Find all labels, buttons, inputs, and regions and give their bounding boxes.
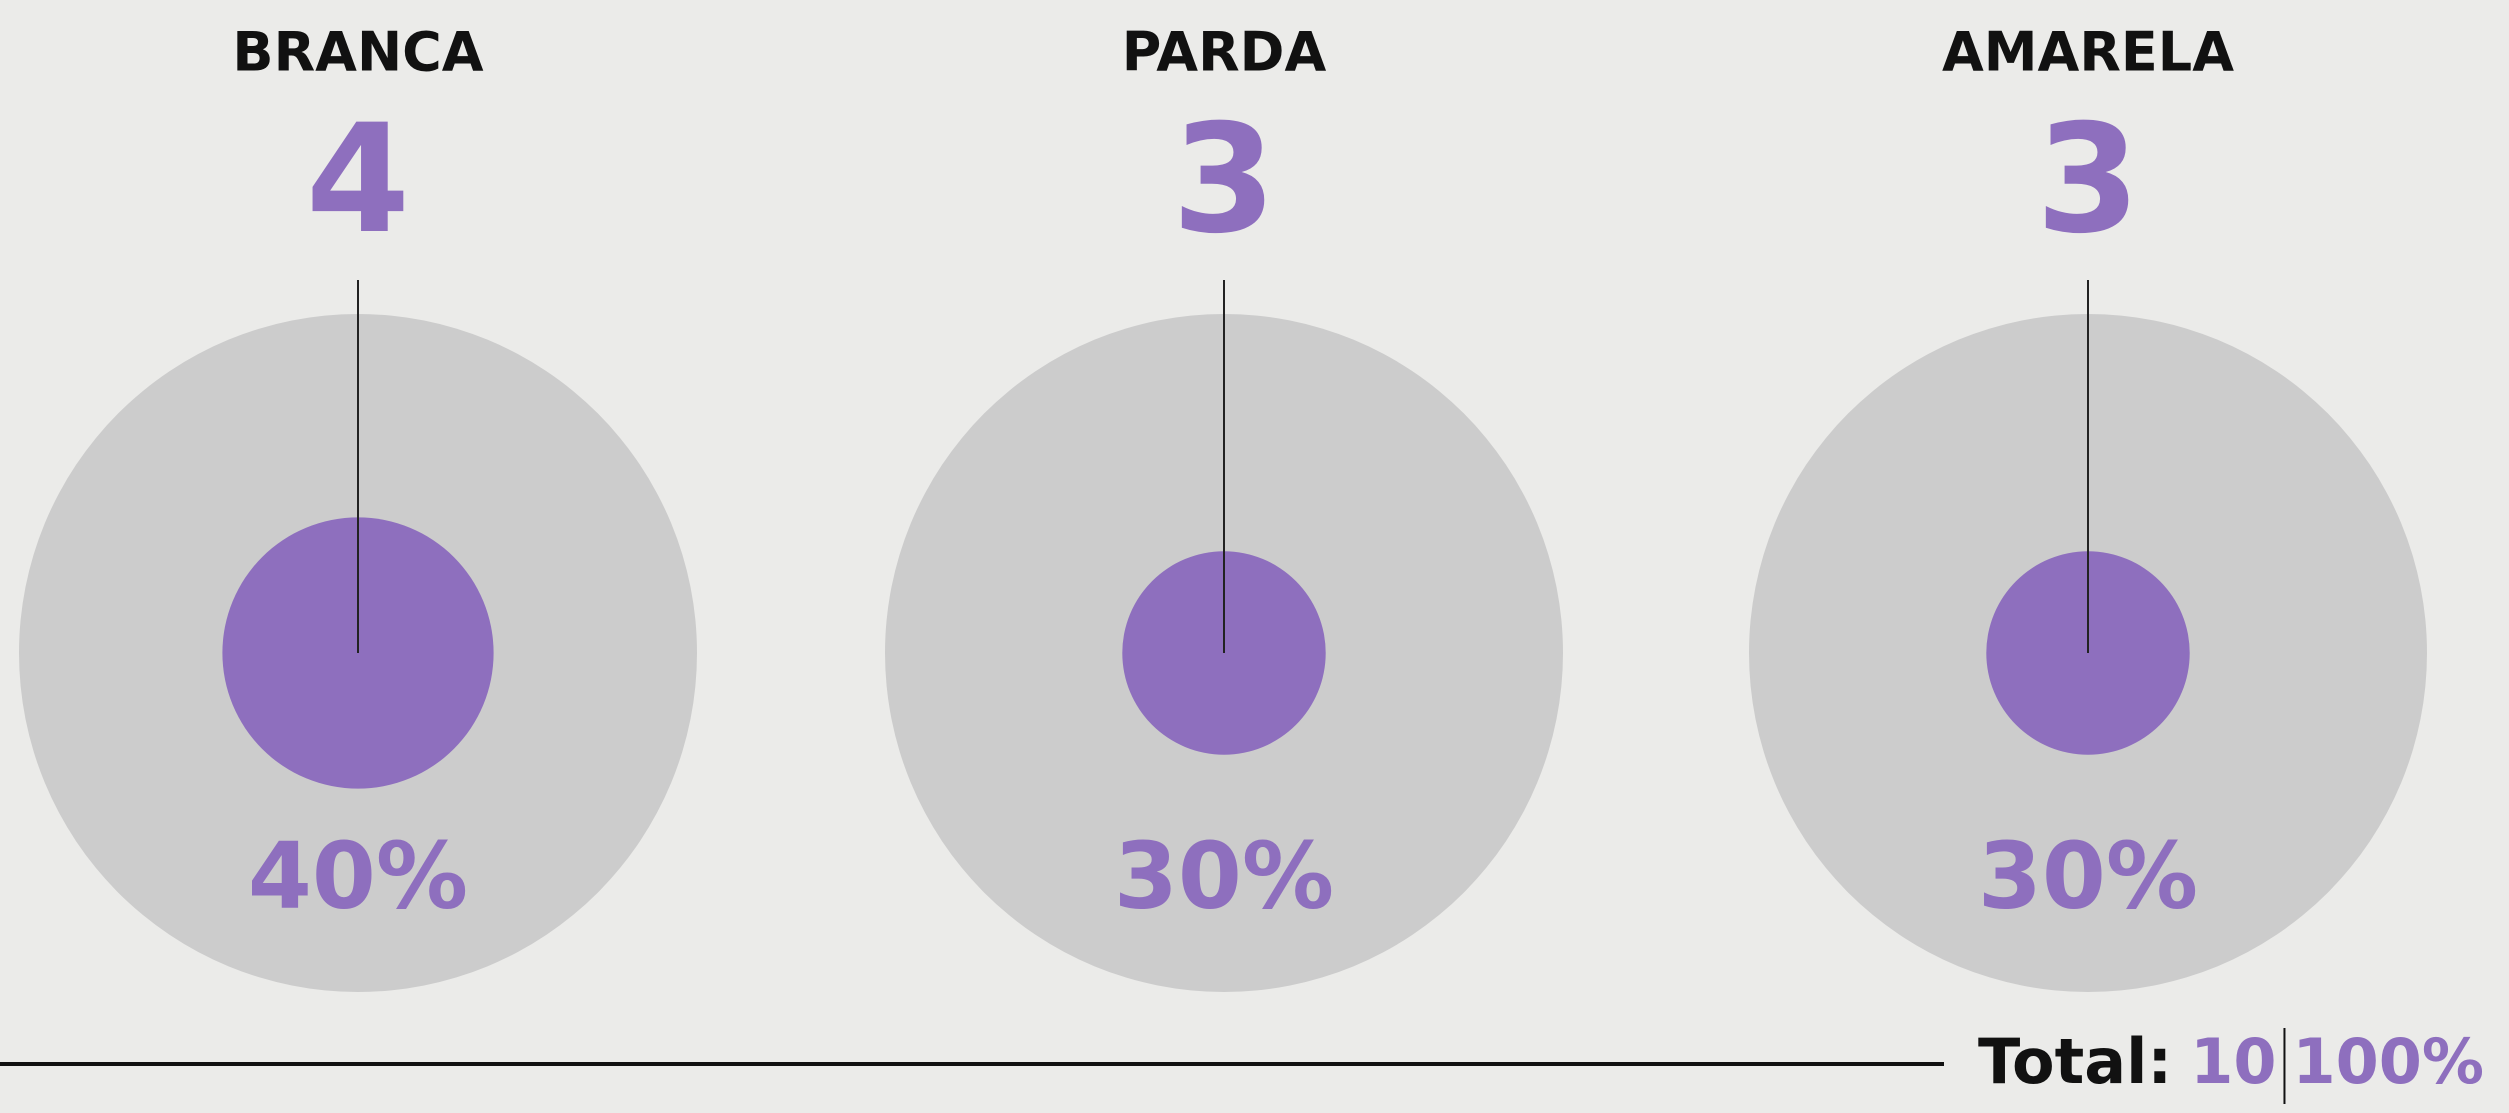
percent-label: 40%	[248, 822, 468, 929]
total-value: 10	[2190, 1025, 2276, 1098]
total-percent: 100%	[2292, 1025, 2484, 1098]
category-label: BRANCA	[232, 21, 483, 84]
category-label: PARDA	[1122, 21, 1327, 84]
value-label: 3	[1172, 93, 1276, 267]
total-label: Total:	[1978, 1025, 2172, 1098]
category-label: AMARELA	[1942, 21, 2234, 84]
percent-label: 30%	[1978, 822, 2198, 929]
percent-label: 30%	[1114, 822, 1334, 929]
value-label: 4	[306, 93, 410, 267]
value-label: 3	[2036, 93, 2140, 267]
